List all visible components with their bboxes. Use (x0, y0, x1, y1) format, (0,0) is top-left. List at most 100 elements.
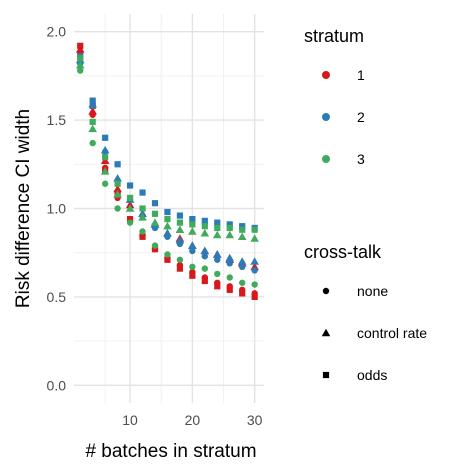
data-point (189, 216, 196, 223)
data-point (77, 55, 84, 62)
legend-stratum-swatch (322, 71, 330, 79)
legend-crosstalk-swatch (322, 287, 330, 295)
data-point (238, 279, 246, 286)
data-point (164, 216, 171, 223)
data-point (251, 281, 258, 288)
y-tick-label: 1.5 (47, 112, 67, 128)
data-point (125, 204, 135, 212)
x-axis-ticks: 10 20 30 (122, 412, 262, 428)
data-point (75, 60, 85, 69)
data-point (88, 124, 97, 133)
data-point (126, 194, 134, 201)
data-point (189, 247, 196, 255)
data-point (113, 190, 122, 198)
data-point (88, 106, 97, 115)
data-point (176, 256, 184, 263)
data-point (200, 228, 210, 237)
legend-crosstalk-label: none (357, 283, 388, 299)
data-point (164, 208, 171, 216)
data-point (214, 283, 221, 290)
data-point (126, 216, 134, 223)
x-tick-label: 20 (185, 412, 201, 428)
data-point (188, 227, 197, 235)
y-tick-label: 1.0 (47, 201, 67, 217)
data-point (189, 221, 196, 228)
data-point (251, 293, 258, 301)
data-point (200, 246, 210, 255)
data-point (151, 210, 159, 217)
data-point (214, 270, 221, 278)
data-point (188, 241, 197, 249)
data-point (114, 205, 121, 212)
data-point (89, 139, 96, 147)
data-point (100, 145, 110, 154)
data-point (251, 226, 258, 233)
data-point (212, 230, 222, 239)
data-point (113, 174, 122, 182)
legend-stratum-label: 3 (357, 151, 365, 167)
data-point (201, 223, 208, 230)
data-point (175, 225, 185, 233)
data-point (237, 232, 247, 241)
data-point (239, 290, 246, 297)
data-point (114, 180, 121, 187)
data-point (176, 265, 184, 272)
data-point (164, 251, 171, 258)
data-point (175, 236, 185, 244)
data-point (226, 260, 233, 267)
data-point (225, 230, 235, 239)
data-point (201, 217, 208, 224)
x-axis-title: # batches in stratum (85, 441, 256, 462)
data-point (239, 223, 246, 230)
data-point (77, 42, 84, 49)
x-tick-label: 30 (247, 412, 263, 428)
data-point (212, 250, 222, 258)
legend-crosstalk-swatch (322, 371, 330, 379)
data-point (226, 224, 233, 232)
data-point (89, 97, 96, 104)
data-point (89, 118, 96, 125)
data-point (214, 219, 221, 226)
data-point (101, 180, 109, 187)
data-point (126, 219, 134, 226)
legend-crosstalk-title: cross-talk (304, 242, 382, 262)
data-point (139, 189, 146, 196)
data-point (102, 134, 109, 141)
data-point (201, 253, 209, 260)
y-tick-label: 0.0 (47, 377, 67, 393)
data-point (250, 257, 259, 265)
data-point (139, 233, 146, 240)
data-point (176, 219, 184, 226)
legend-stratum-swatch (322, 113, 330, 121)
legend-stratum-label: 2 (357, 109, 365, 125)
data-point (139, 205, 146, 212)
data-point (201, 265, 209, 272)
legend-stratum-label: 1 (357, 67, 365, 83)
data-point (114, 161, 121, 168)
data-point (151, 200, 159, 207)
x-tick-label: 10 (122, 412, 138, 428)
data-point (139, 228, 146, 235)
data-point (100, 167, 110, 175)
data-point (163, 228, 172, 237)
legend-crosstalk-label: odds (357, 367, 387, 383)
grid (74, 14, 264, 403)
data-point (164, 256, 171, 263)
legend-crosstalk-label: control rate (357, 325, 427, 341)
data-point (189, 272, 196, 279)
y-tick-label: 0.5 (47, 289, 67, 305)
data-point (189, 263, 196, 271)
data-point (214, 256, 221, 263)
y-axis-ticks: 0.0 0.5 1.0 1.5 2.0 (47, 24, 67, 394)
data-point (163, 221, 172, 230)
data-point (214, 224, 221, 232)
data-point (126, 182, 134, 189)
legend-stratum-title: stratum (304, 26, 364, 46)
data-point (151, 242, 159, 249)
data-point (113, 184, 122, 193)
legend-stratum-swatch (322, 155, 330, 163)
data-point (238, 263, 246, 271)
data-point (226, 274, 233, 281)
y-axis-title: Risk difference CI width (13, 109, 34, 308)
